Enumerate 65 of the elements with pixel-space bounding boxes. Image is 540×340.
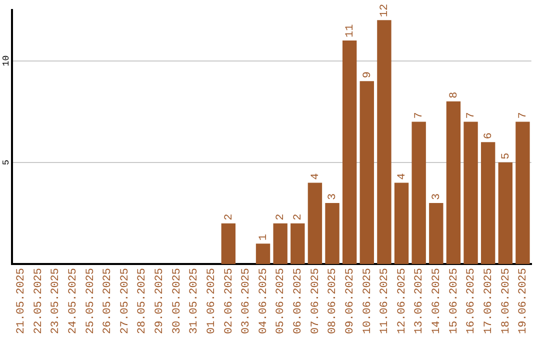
x-tick-label: 31.05.2025	[188, 268, 201, 334]
x-tick-label: 19.06.2025	[518, 268, 530, 334]
data-label: 9	[362, 72, 374, 78]
x-tick-label: 01.06.2025	[206, 268, 218, 334]
data-label: 2	[292, 214, 305, 220]
x-tick-label: 23.05.2025	[50, 268, 62, 334]
data-label: 2	[275, 214, 288, 220]
x-tick-label: 17.06.2025	[482, 268, 495, 334]
x-tick-label: 22.05.2025	[32, 268, 45, 334]
x-tick-label: 30.05.2025	[171, 268, 184, 334]
x-tick-label: 02.06.2025	[223, 268, 236, 334]
bar	[516, 122, 530, 264]
x-tick-label: 21.05.2025	[16, 268, 28, 334]
x-tick-label: 14.06.2025	[431, 268, 444, 334]
data-label: 12	[379, 4, 392, 18]
x-tick-label: 03.06.2025	[240, 268, 253, 334]
x-tick-label: 10.06.2025	[362, 268, 374, 334]
x-tick-label: 24.05.2025	[68, 268, 80, 334]
x-tick-label: 28.05.2025	[136, 268, 149, 334]
data-label: 4	[396, 172, 408, 180]
bar	[480, 142, 496, 264]
x-tick-label: 16.06.2025	[466, 268, 478, 334]
data-label: 7	[518, 112, 530, 119]
bar	[429, 203, 444, 264]
x-tick-label: 12.06.2025	[396, 268, 408, 334]
x-tick-label: 27.05.2025	[119, 268, 132, 334]
x-tick-label: 04.06.2025	[258, 268, 270, 334]
data-label: 7	[414, 112, 426, 119]
bar	[308, 182, 322, 264]
bar	[290, 223, 305, 264]
bar	[498, 162, 512, 264]
bar	[360, 81, 374, 264]
x-tick-label: 15.06.2025	[448, 268, 460, 334]
bar	[325, 203, 340, 264]
x-tick-label: 07.06.2025	[310, 268, 322, 334]
bar	[256, 244, 270, 264]
bar	[394, 182, 409, 264]
x-tick-label: 11.06.2025	[379, 268, 392, 334]
data-label: 3	[327, 193, 340, 200]
x-tick-label: 08.06.2025	[327, 268, 340, 334]
x-tick-label: 25.05.2025	[84, 268, 97, 334]
bar	[377, 20, 392, 264]
data-label: 3	[431, 193, 444, 200]
data-label: 7	[466, 112, 478, 119]
x-tick-label: 05.06.2025	[275, 268, 288, 334]
bar	[342, 40, 357, 264]
x-tick-label: 06.06.2025	[292, 268, 305, 334]
x-tick-label: 26.05.2025	[102, 268, 114, 334]
x-tick-label: 29.05.2025	[154, 268, 166, 334]
bar	[464, 122, 478, 264]
bar	[412, 122, 426, 264]
data-label: 8	[448, 92, 460, 98]
bar	[221, 223, 236, 264]
bar	[446, 101, 461, 264]
data-label: 5	[500, 152, 512, 160]
x-tick-label: 09.06.2025	[344, 268, 356, 334]
x-tick-label: 18.06.2025	[500, 268, 512, 334]
bar	[273, 223, 288, 264]
data-label: 1	[258, 234, 270, 241]
data-label: 4	[310, 172, 322, 180]
data-label: 11	[344, 24, 356, 38]
y-tick-label: 10	[1, 55, 12, 66]
data-label: 2	[223, 214, 236, 220]
data-label: 6	[482, 132, 495, 140]
x-tick-label: 13.06.2025	[414, 268, 426, 334]
